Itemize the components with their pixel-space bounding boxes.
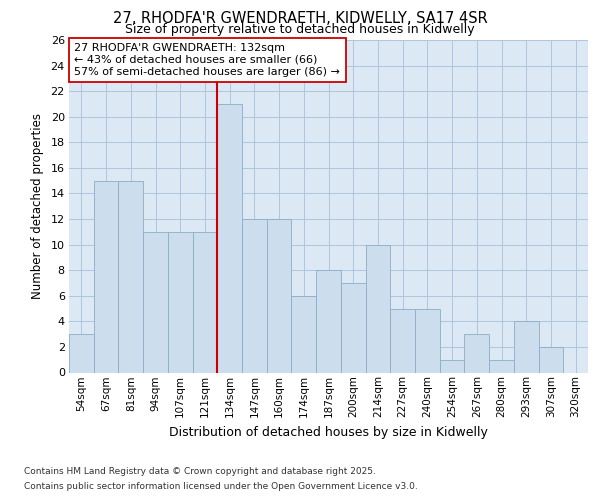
Bar xyxy=(267,219,292,372)
Bar xyxy=(242,219,267,372)
Bar xyxy=(489,360,514,372)
Text: Contains public sector information licensed under the Open Government Licence v3: Contains public sector information licen… xyxy=(24,482,418,491)
Bar xyxy=(415,308,440,372)
Bar xyxy=(217,104,242,372)
Y-axis label: Number of detached properties: Number of detached properties xyxy=(31,114,44,299)
Text: 27, RHODFA'R GWENDRAETH, KIDWELLY, SA17 4SR: 27, RHODFA'R GWENDRAETH, KIDWELLY, SA17 … xyxy=(113,11,487,26)
Bar xyxy=(69,334,94,372)
Bar xyxy=(390,308,415,372)
Bar xyxy=(193,232,217,372)
Bar xyxy=(143,232,168,372)
Bar xyxy=(539,347,563,372)
Bar xyxy=(464,334,489,372)
Bar xyxy=(118,180,143,372)
Bar xyxy=(514,322,539,372)
Bar xyxy=(341,283,365,372)
Bar xyxy=(168,232,193,372)
Bar xyxy=(94,180,118,372)
Bar xyxy=(365,244,390,372)
Bar xyxy=(316,270,341,372)
Text: 27 RHODFA'R GWENDRAETH: 132sqm
← 43% of detached houses are smaller (66)
57% of : 27 RHODFA'R GWENDRAETH: 132sqm ← 43% of … xyxy=(74,44,340,76)
X-axis label: Distribution of detached houses by size in Kidwelly: Distribution of detached houses by size … xyxy=(169,426,488,438)
Bar xyxy=(440,360,464,372)
Text: Contains HM Land Registry data © Crown copyright and database right 2025.: Contains HM Land Registry data © Crown c… xyxy=(24,467,376,476)
Bar xyxy=(292,296,316,372)
Text: Size of property relative to detached houses in Kidwelly: Size of property relative to detached ho… xyxy=(125,23,475,36)
